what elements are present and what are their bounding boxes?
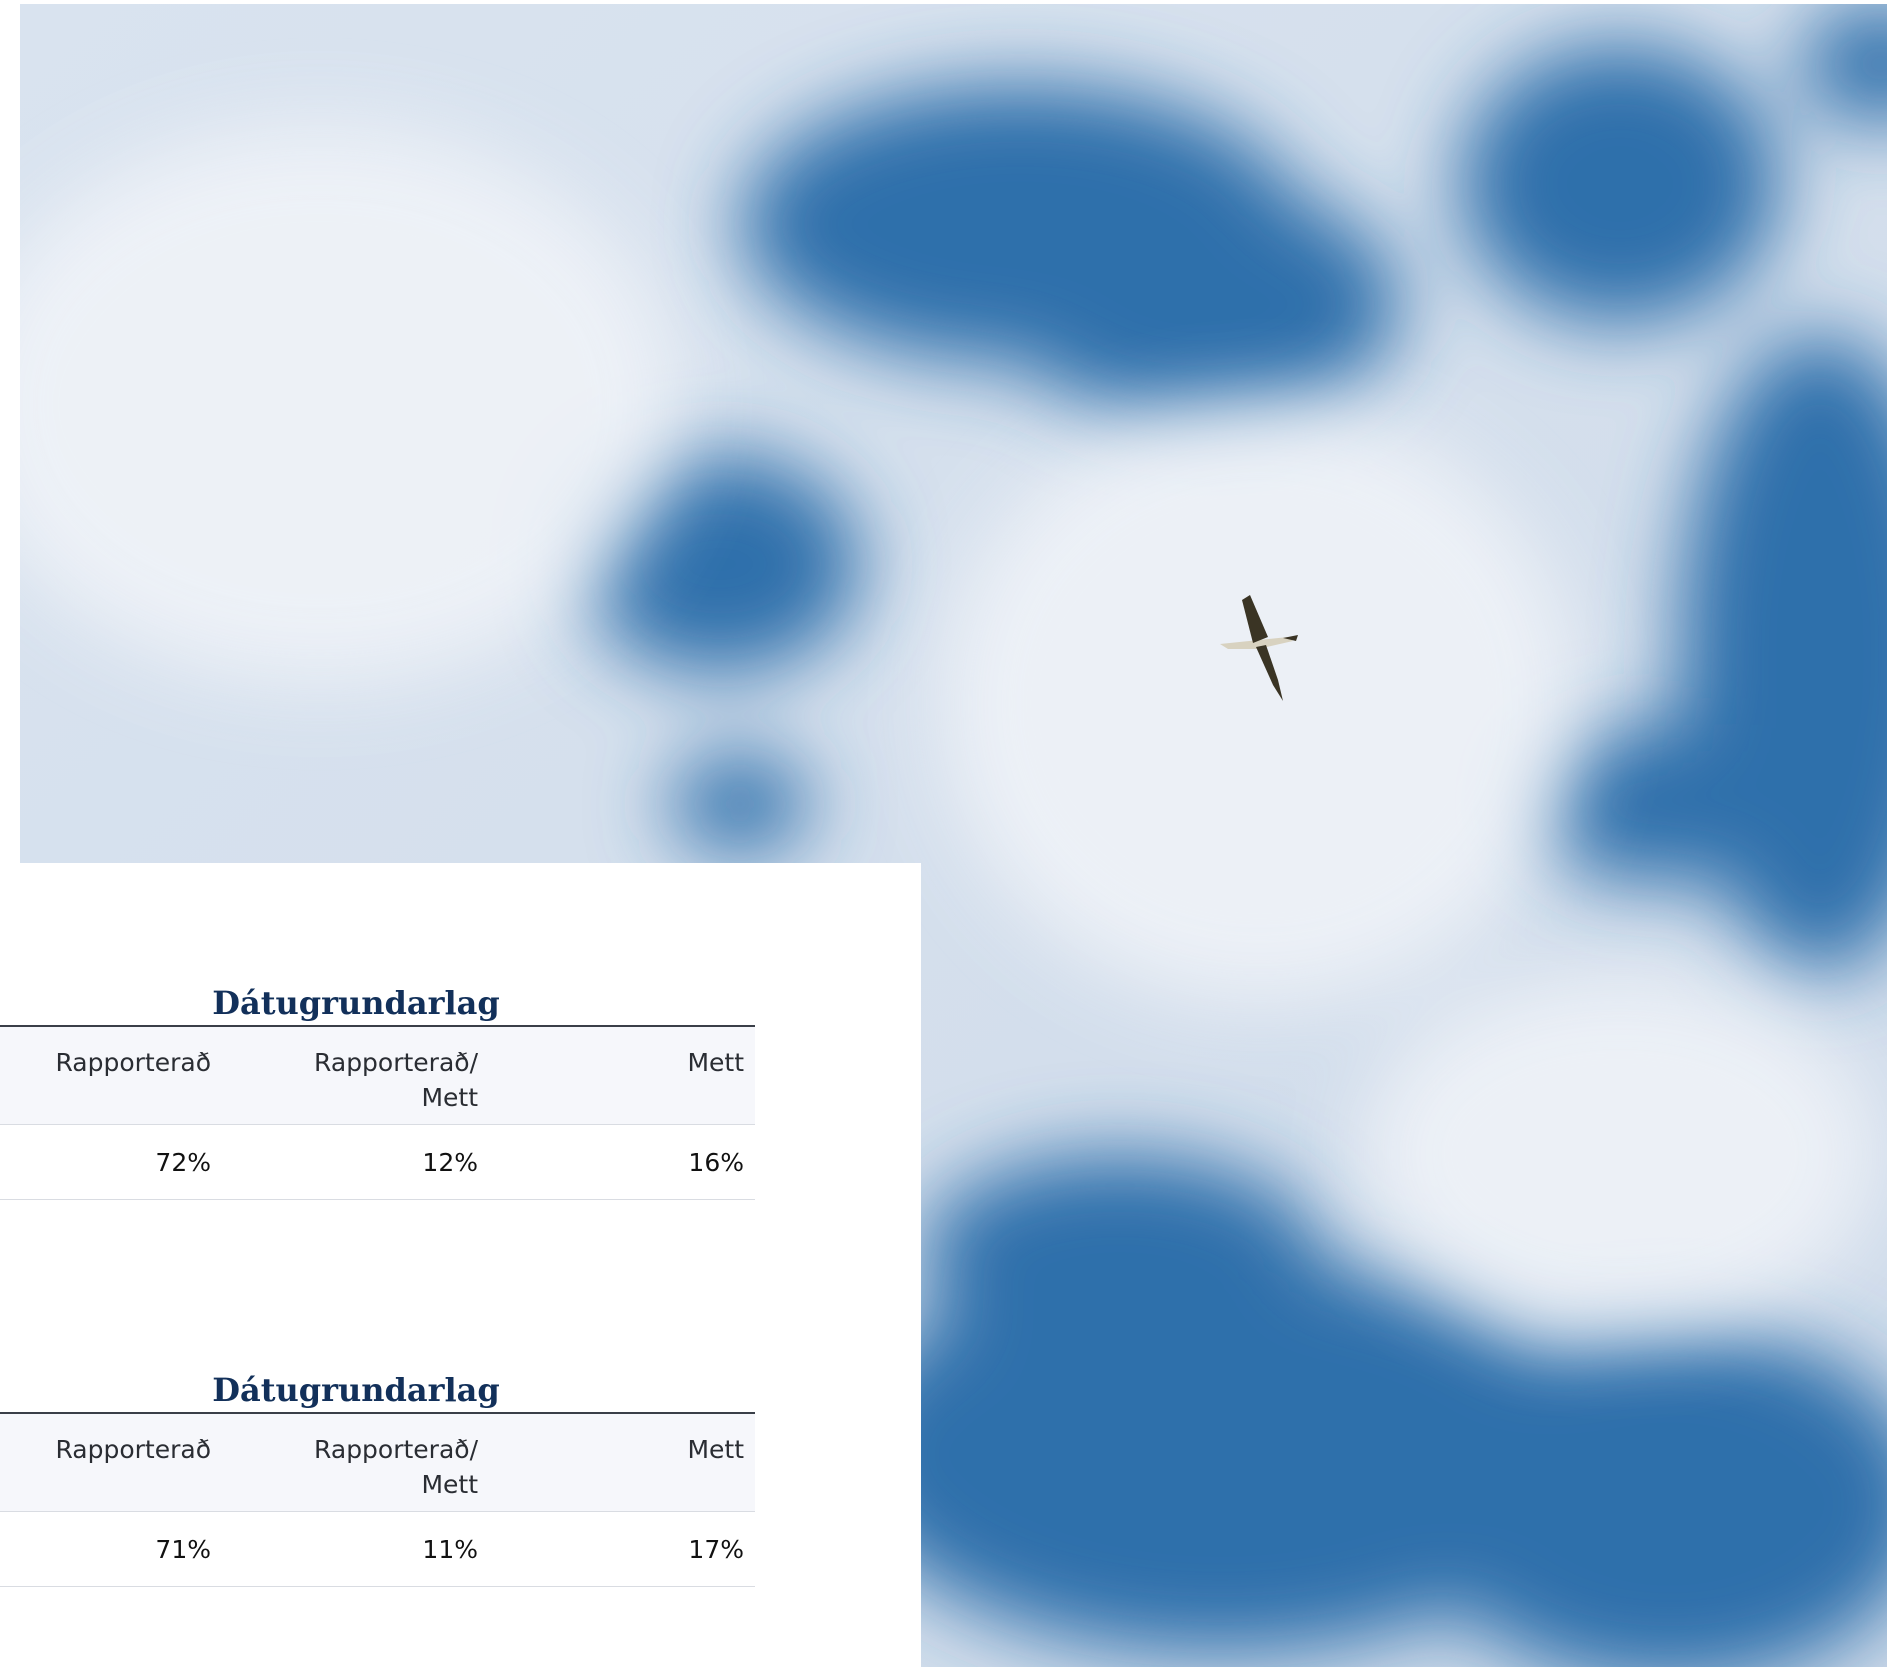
data-row: 71% 11% 17%: [0, 1512, 755, 1587]
data-table: Dátugrundarlag Rapporterað Rapporterað/ Me…: [0, 981, 755, 1200]
header-text: Rapporterað/ Mett: [314, 1435, 478, 1499]
header-cell: Rapporterað: [0, 1414, 222, 1467]
content-panel: [0, 863, 921, 1667]
header-cell: Mett: [489, 1414, 755, 1467]
header-cell: Rapporterað: [0, 1027, 222, 1080]
header-text: Rapporterað/ Mett: [314, 1048, 478, 1112]
header-row: Rapporterað Rapporterað/ Mett Mett: [0, 1027, 755, 1125]
data-cell: 17%: [688, 1534, 744, 1564]
table-grid: Rapporterað Rapporterað/ Mett Mett 71% 11% 17…: [0, 1412, 755, 1587]
bird: [1220, 595, 1298, 701]
sky-photo: [20, 4, 1887, 1667]
table-title: Dátugrundarlag: [212, 1371, 500, 1409]
header-cell: Mett: [489, 1027, 755, 1080]
data-cell: 71%: [155, 1534, 211, 1564]
data-row: 72% 12% 16%: [0, 1125, 755, 1200]
header-text: Mett: [687, 1048, 744, 1077]
data-cell: 72%: [155, 1147, 211, 1177]
data-cell: 11%: [422, 1534, 478, 1564]
header-cell: Rapporterað/ Mett: [222, 1027, 489, 1115]
header-text: Rapporterað: [55, 1048, 211, 1077]
data-table: Dátugrundarlag Rapporterað Rapporterað/ Me…: [0, 1368, 755, 1587]
data-cell: 16%: [688, 1147, 744, 1177]
header-text: Rapporterað: [55, 1435, 211, 1464]
table-title: Dátugrundarlag: [212, 984, 500, 1022]
header-cell: Rapporterað/ Mett: [222, 1414, 489, 1502]
header-row: Rapporterað Rapporterað/ Mett Mett: [0, 1414, 755, 1512]
data-cell: 12%: [422, 1147, 478, 1177]
table-grid: Rapporterað Rapporterað/ Mett Mett 72% 12% 16…: [0, 1025, 755, 1200]
header-text: Mett: [687, 1435, 744, 1464]
